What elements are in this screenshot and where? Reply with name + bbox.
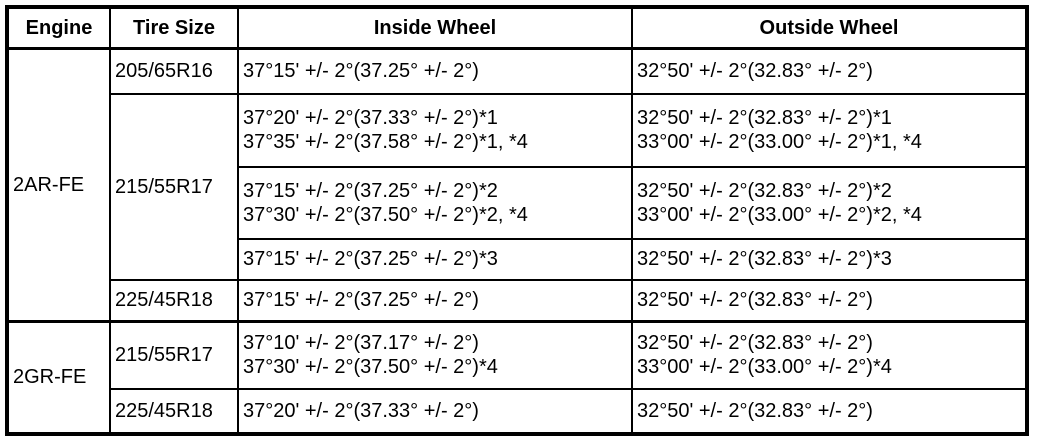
tire-size-cell: 225/45R18 [109, 278, 239, 323]
inside-value: 37°15' +/- 2°(37.25° +/- 2°) [243, 60, 479, 83]
inside-wheel-cell: 37°20' +/- 2°(37.33° +/- 2°) [237, 387, 633, 435]
outside-value: 33°00' +/- 2°(33.00° +/- 2°)*4 [637, 356, 892, 379]
outside-value: 32°50' +/- 2°(32.83° +/- 2°) [637, 399, 873, 422]
outside-wheel-cell: 32°50' +/- 2°(32.83° +/- 2°)*3 [631, 237, 1028, 281]
tire-size-cell: 215/55R17 [109, 92, 239, 281]
engine-cell: 2AR-FE [6, 47, 111, 323]
outside-value: 32°50' +/- 2°(32.83° +/- 2°)*2 [637, 179, 892, 202]
inside-value: 37°15' +/- 2°(37.25° +/- 2°)*2 [243, 179, 498, 202]
tire-size-cell: 205/65R16 [109, 47, 239, 95]
table-row: 2AR-FE 205/65R16 37°15' +/- 2°(37.25° +/… [6, 47, 1028, 323]
header-outside-wheel: Outside Wheel [631, 6, 1028, 50]
outside-wheel-cell: 32°50' +/- 2°(32.83° +/- 2°)*2 33°00' +/… [631, 165, 1028, 240]
tire-size-cell: 215/55R17 [109, 320, 239, 390]
inside-value: 37°15' +/- 2°(37.25° +/- 2°)*3 [243, 248, 498, 270]
table-row: 37°15' +/- 2°(37.25° +/- 2°)*3 32°50' +/… [7, 237, 1028, 281]
outside-wheel-cell: 32°50' +/- 2°(32.83° +/- 2°) [631, 47, 1028, 95]
inside-wheel-cell: 37°10' +/- 2°(37.17° +/- 2°) 37°30' +/- … [237, 320, 633, 390]
outside-value: 32°50' +/- 2°(32.83° +/- 2°) [637, 60, 873, 83]
outside-wheel-cell: 32°50' +/- 2°(32.83° +/- 2°) [631, 387, 1028, 435]
outside-value: 32°50' +/- 2°(32.83° +/- 2°)*1 [637, 107, 892, 129]
inside-wheel-cell: 37°20' +/- 2°(37.33° +/- 2°)*1 37°35' +/… [237, 92, 633, 168]
inside-value: 37°10' +/- 2°(37.17° +/- 2°) [243, 332, 479, 355]
outside-value: 32°50' +/- 2°(32.83° +/- 2°) [637, 289, 873, 312]
header-engine: Engine [6, 6, 111, 50]
inside-value: 37°20' +/- 2°(37.33° +/- 2°) [243, 399, 479, 422]
inside-wheel-cell: 37°15' +/- 2°(37.25° +/- 2°)*2 37°30' +/… [237, 165, 633, 240]
inside-value: 37°35' +/- 2°(37.58° +/- 2°)*1, *4 [243, 131, 528, 153]
outside-value: 32°50' +/- 2°(32.83° +/- 2°)*3 [637, 248, 892, 270]
table-row: 215/55R17 37°20' +/- 2°(37.33° +/- 2°)*1… [7, 92, 1028, 281]
header-tire-size: Tire Size [109, 6, 239, 50]
outside-value: 33°00' +/- 2°(33.00° +/- 2°)*2, *4 [637, 203, 922, 226]
outside-wheel-cell: 32°50' +/- 2°(32.83° +/- 2°)*1 33°00' +/… [631, 92, 1028, 168]
table-row: 2GR-FE 215/55R17 37°10' +/- 2°(37.17° +/… [6, 320, 1028, 435]
inside-wheel-cell: 37°15' +/- 2°(37.25° +/- 2°) [237, 47, 633, 95]
header-inside-wheel: Inside Wheel [237, 6, 633, 50]
table-row: 37°15' +/- 2°(37.25° +/- 2°)*2 37°30' +/… [7, 165, 1028, 240]
inside-wheel-cell: 37°15' +/- 2°(37.25° +/- 2°) [237, 278, 633, 323]
header-row: Engine Tire Size Inside Wheel Outside Wh… [6, 6, 1028, 50]
outside-wheel-cell: 32°50' +/- 2°(32.83° +/- 2°) [631, 278, 1028, 323]
table-row: 225/45R18 37°15' +/- 2°(37.25° +/- 2°) 3… [7, 278, 1028, 323]
outside-value: 33°00' +/- 2°(33.00° +/- 2°)*1, *4 [637, 131, 922, 153]
outside-wheel-cell: 32°50' +/- 2°(32.83° +/- 2°) 33°00' +/- … [631, 320, 1028, 390]
steering-angle-table: Engine Tire Size Inside Wheel Outside Wh… [5, 5, 1029, 436]
engine-cell: 2GR-FE [6, 320, 111, 435]
inside-value: 37°15' +/- 2°(37.25° +/- 2°) [243, 289, 479, 312]
inside-value: 37°20' +/- 2°(37.33° +/- 2°)*1 [243, 107, 498, 129]
outside-value: 32°50' +/- 2°(32.83° +/- 2°) [637, 332, 873, 355]
table-row: 225/45R18 37°20' +/- 2°(37.33° +/- 2°) 3… [7, 387, 1028, 435]
inside-wheel-cell: 37°15' +/- 2°(37.25° +/- 2°)*3 [237, 237, 633, 281]
inside-value: 37°30' +/- 2°(37.50° +/- 2°)*4 [243, 356, 498, 379]
tire-size-cell: 225/45R18 [109, 387, 239, 435]
inside-value: 37°30' +/- 2°(37.50° +/- 2°)*2, *4 [243, 203, 528, 226]
